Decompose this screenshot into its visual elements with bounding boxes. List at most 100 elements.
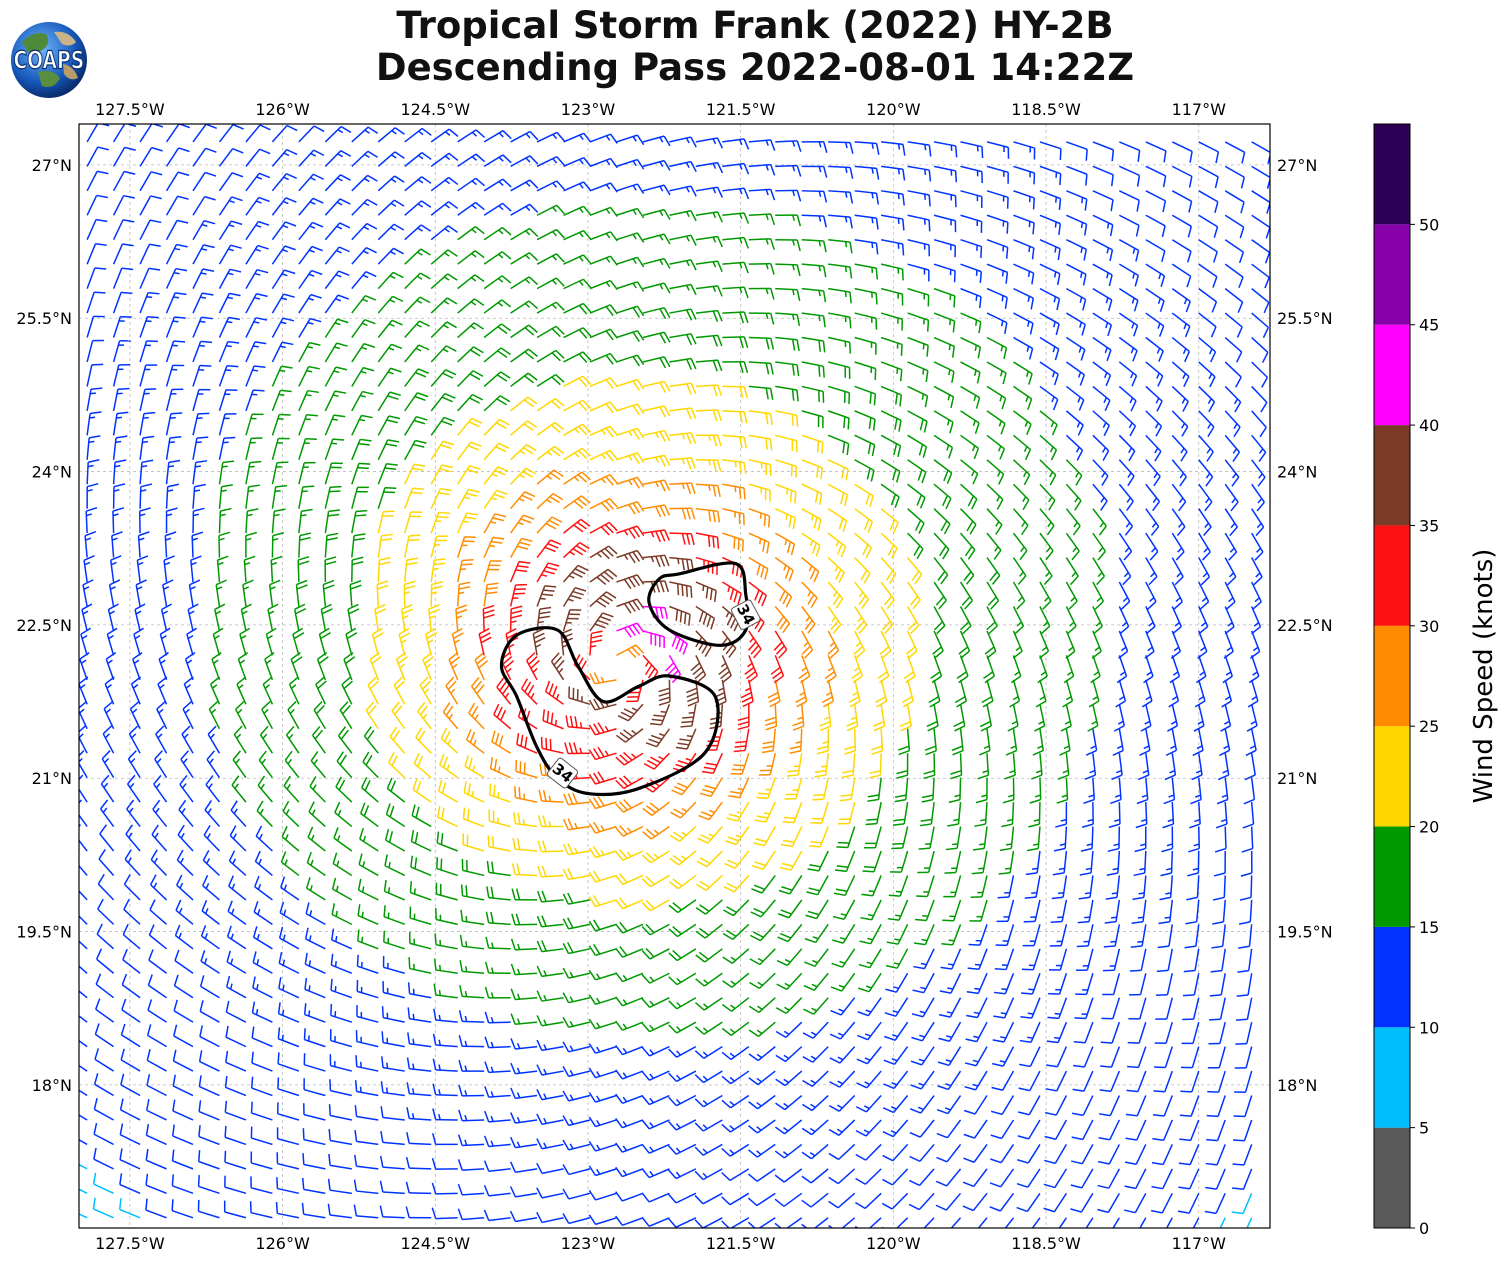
wind-barb [282,800,300,828]
wind-barb [180,750,194,779]
wind-barb [990,1095,1015,1116]
wind-barb [1159,875,1174,901]
wind-barb [225,1025,247,1048]
wind-barb [509,1161,538,1174]
wind-barb [1046,1046,1068,1068]
wind-barb [1077,899,1094,924]
wind-barb [1126,1070,1147,1093]
wind-barb [327,1178,352,1195]
wind-barb [936,1095,962,1115]
wind-barb [178,799,194,828]
wind-barb [966,997,988,1019]
wind-barb [254,875,273,901]
wind-barb [756,777,776,800]
wind-barb [302,1103,326,1121]
wind-barb [641,1070,670,1081]
wind-barb [432,1108,458,1121]
wind-barb [252,951,273,974]
wind-barb [885,948,909,969]
wind-barb [123,874,141,901]
wind-barb [439,753,459,779]
wind-barb [1020,997,1041,1019]
wind-barb [305,877,326,901]
wind-barb [695,923,723,939]
wind-barb [437,805,459,828]
wind-barb [224,1075,247,1097]
wind-barb [1236,973,1253,997]
wind-barb [974,802,988,828]
wind-barb [118,1198,141,1219]
wind-barb [999,826,1015,852]
wind-barb [747,1168,776,1182]
wind-barb [668,923,697,938]
wind-barb [936,1119,962,1139]
wind-barb [385,803,406,828]
wind-barb [362,751,379,779]
wind-barb [333,827,353,852]
wind-barb [784,777,803,800]
wind-barb [972,826,988,851]
wind-barb [537,865,564,878]
wind-barb [641,1168,670,1179]
wind-barb [1055,802,1068,828]
wind-barb [1162,802,1175,829]
wind-barb [1158,899,1174,925]
wind-barb [79,990,88,999]
wind-barb [329,1054,352,1072]
wind-barb [808,826,829,848]
logo-text: COAPS [13,46,84,76]
wind-barb [856,1070,882,1089]
wind-barb [722,948,750,964]
wind-barb [510,963,538,976]
wind-barb [146,1049,167,1072]
wind-barb [353,1179,379,1195]
wind-barb [935,1192,962,1211]
wind-barb [174,949,194,974]
top-lon-tick-label: 123°W [561,100,616,119]
wind-barb [588,846,617,859]
colorbar-tick-label: 5 [1419,1119,1429,1138]
wind-barb [458,1084,485,1097]
wind-barb [939,972,962,994]
wind-barb [200,925,220,950]
wind-barb [537,815,564,828]
wind-barb [79,1114,88,1121]
wind-barb [723,899,750,917]
colorbar: 0 5 10 15 20 25 30 35 40 45 50 Wind Speed (knots) [1373,123,1499,1238]
wind-barb [641,1192,670,1203]
wind-barb [279,901,300,925]
wind-barb [1135,802,1148,829]
wind-barb [694,1070,723,1084]
wind-barb [510,1013,538,1025]
wind-barb [355,1030,379,1048]
wind-barb [615,971,644,983]
wind-barb [380,1106,405,1121]
wind-barb [695,972,723,987]
wind-barb [201,900,220,925]
wind-barb [198,1100,220,1121]
wind-barb [122,948,141,974]
wind-barb [588,771,617,785]
wind-barb [669,850,697,866]
wind-barb [1205,1168,1226,1190]
wind-barb [833,875,856,897]
wind-barb [92,1197,114,1219]
wind-barb [329,1029,353,1048]
wind-barb [119,1123,141,1146]
wind-barb [747,1192,776,1207]
wind-barb [488,809,511,828]
wind-barb [1103,924,1121,948]
wind-barb [277,1077,300,1097]
wind-barb [668,1217,697,1228]
wind-barb [79,1188,88,1194]
colorbar-tick-label: 50 [1419,215,1439,234]
wind-barb [562,868,591,881]
wind-barb [992,1021,1015,1043]
wind-barb [510,1087,538,1100]
wind-barb [1125,1119,1147,1141]
wind-barb [911,997,935,1018]
wind-barb [588,821,617,834]
wind-barb [694,1168,723,1181]
wind-barb [804,948,829,968]
